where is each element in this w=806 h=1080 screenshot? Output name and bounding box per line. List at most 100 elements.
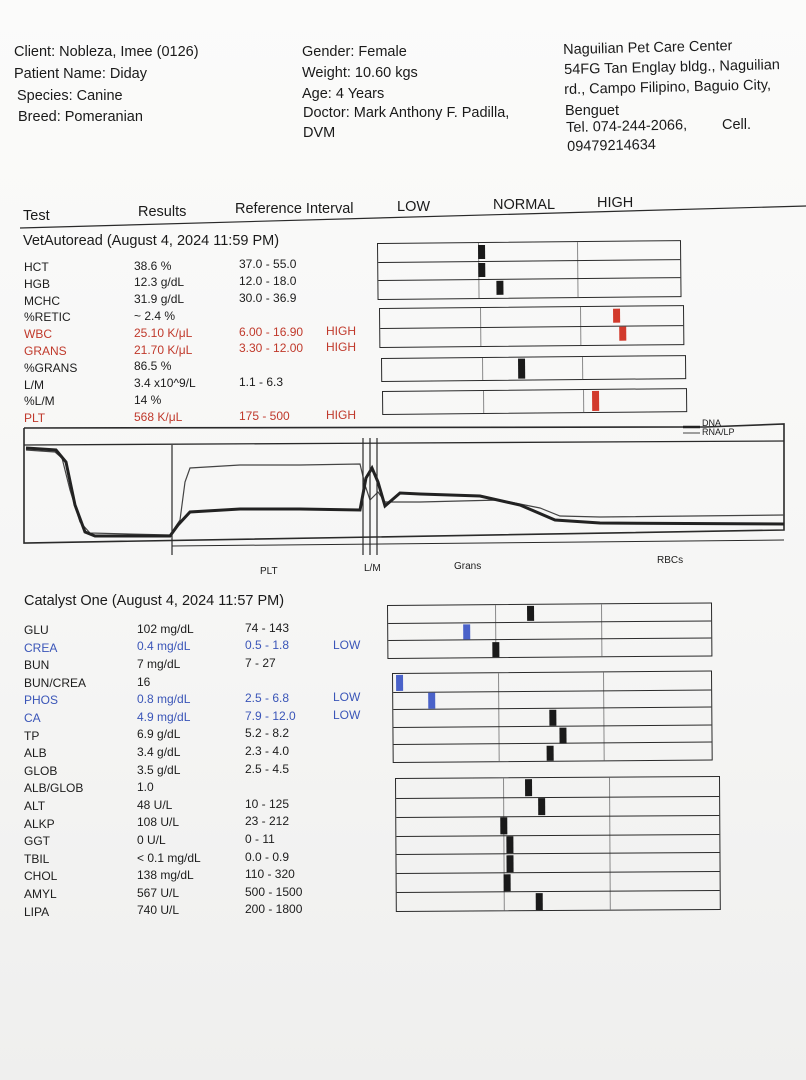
catalyst-liver-scale	[395, 776, 721, 912]
catalyst-protein-scale	[392, 670, 713, 763]
marker-bun	[491, 642, 499, 658]
result-flag: HIGH	[326, 340, 356, 355]
result-test-name: GLU	[24, 623, 49, 637]
breed: Breed: Pomeranian	[18, 109, 143, 125]
result-reference: 2.5 - 6.8	[245, 691, 290, 706]
result-value: 4.9 mg/dL	[137, 709, 191, 724]
result-test-name: CA	[24, 711, 41, 725]
marker-plt	[592, 390, 600, 411]
marker-ggt	[499, 817, 507, 835]
result-test-name: LIPA	[24, 904, 50, 919]
result-value: 38.6 %	[134, 258, 172, 273]
result-flag: LOW	[333, 637, 361, 652]
marker-lm	[518, 358, 526, 379]
histogram-label-lm: L/M	[364, 563, 381, 574]
header-rule	[19, 205, 806, 229]
result-test-name: GGT	[24, 834, 50, 849]
result-flag: LOW	[333, 707, 361, 722]
marker-lipa	[535, 893, 543, 911]
result-reference: 23 - 212	[245, 814, 290, 829]
column-normal: NORMAL	[493, 197, 556, 213]
result-reference: 30.0 - 36.9	[239, 291, 297, 306]
column-low: LOW	[397, 199, 431, 215]
vetautoread-lm-scale	[381, 355, 687, 382]
result-reference: 7 - 27	[245, 655, 276, 670]
catalyst-title: Catalyst One (August 4, 2024 11:57 PM)	[24, 593, 285, 609]
result-reference: 74 - 143	[245, 620, 290, 635]
result-reference: 110 - 320	[245, 867, 295, 882]
result-value: 0 U/L	[137, 833, 166, 848]
patient-name: Patient Name: Diday	[14, 66, 147, 82]
result-reference: 2.5 - 4.5	[245, 761, 290, 776]
result-value: < 0.1 mg/dL	[137, 850, 201, 865]
gender: Gender: Female	[302, 44, 407, 60]
result-test-name: MCHC	[24, 293, 60, 308]
result-reference: 1.1 - 6.3	[239, 375, 284, 390]
marker-grans	[619, 326, 627, 341]
result-test-name: ALKP	[24, 816, 55, 831]
result-reference: 175 - 500	[239, 408, 290, 423]
hematology-histogram	[23, 423, 785, 555]
result-value: 48 U/L	[137, 797, 173, 812]
result-value: 6.9 g/dL	[137, 727, 181, 742]
result-value: 3.5 g/dL	[137, 762, 181, 777]
result-test-name: TBIL	[24, 851, 50, 866]
histogram-label-plt: PLT	[260, 566, 278, 577]
result-reference: 5.2 - 8.2	[245, 726, 290, 741]
vetautoread-rbc-scale	[377, 240, 682, 300]
marker-tbil	[506, 836, 514, 854]
vetautoread-title: VetAutoread (August 4, 2024 11:59 PM)	[23, 233, 280, 249]
result-value: 567 U/L	[137, 885, 180, 900]
result-value: 14 %	[134, 393, 162, 408]
result-reference: 7.9 - 12.0	[245, 708, 296, 723]
result-test-name: TP	[24, 728, 40, 743]
column-results: Results	[138, 204, 187, 220]
result-reference: 500 - 1500	[245, 884, 303, 899]
result-test-name: BUN	[24, 658, 50, 673]
marker-chol	[506, 855, 514, 873]
result-value: 1.0	[137, 780, 154, 795]
result-test-name: HGB	[24, 276, 51, 291]
result-reference: 37.0 - 55.0	[239, 257, 297, 272]
result-reference: 0.5 - 1.8	[245, 638, 290, 653]
result-value: 0.4 mg/dL	[137, 639, 191, 654]
legend-dna: DNA	[702, 418, 722, 428]
marker-ca	[428, 692, 436, 709]
result-test-name: %GRANS	[24, 360, 78, 375]
result-test-name: %RETIC	[24, 310, 71, 325]
result-reference: 3.30 - 12.00	[239, 341, 304, 356]
marker-tp	[549, 709, 557, 726]
result-value: 3.4 g/dL	[137, 745, 181, 760]
client-name: Client: Nobleza, Imee (0126)	[14, 44, 199, 60]
weight: Weight: 10.60 kgs	[302, 65, 418, 81]
result-test-name: GLOB	[24, 763, 58, 778]
result-test-name: WBC	[24, 327, 52, 342]
clinic-cell-label: Cell.	[722, 117, 752, 133]
result-test-name: PHOS	[24, 693, 59, 708]
result-value: 7 mg/dL	[137, 657, 181, 672]
marker-crea	[462, 624, 470, 640]
result-reference: 200 - 1800	[245, 902, 303, 917]
result-reference: 12.0 - 18.0	[239, 274, 297, 289]
result-test-name: ALB	[24, 746, 47, 761]
result-value: 740 U/L	[137, 903, 180, 918]
result-flag: HIGH	[326, 407, 356, 422]
result-test-name: CHOL	[24, 869, 58, 884]
result-value: 138 mg/dL	[137, 868, 194, 883]
result-test-name: GRANS	[24, 344, 67, 358]
legend-rna-lp: RNA/LP	[702, 427, 735, 437]
marker-hgb	[477, 262, 486, 278]
result-test-name: ALB/GLOB	[24, 781, 84, 796]
result-value: 568 K/μL	[134, 409, 183, 424]
result-reference: 0 - 11	[245, 831, 275, 846]
result-reference: 2.3 - 4.0	[245, 743, 290, 758]
marker-wbc	[613, 308, 621, 323]
result-test-name: CREA	[24, 640, 58, 655]
result-value: 0.8 mg/dL	[137, 692, 191, 707]
result-flag: LOW	[333, 690, 361, 705]
result-test-name: L/M	[24, 377, 45, 392]
marker-phos	[396, 674, 404, 691]
species: Species: Canine	[17, 88, 123, 104]
age: Age: 4 Years	[302, 86, 385, 102]
